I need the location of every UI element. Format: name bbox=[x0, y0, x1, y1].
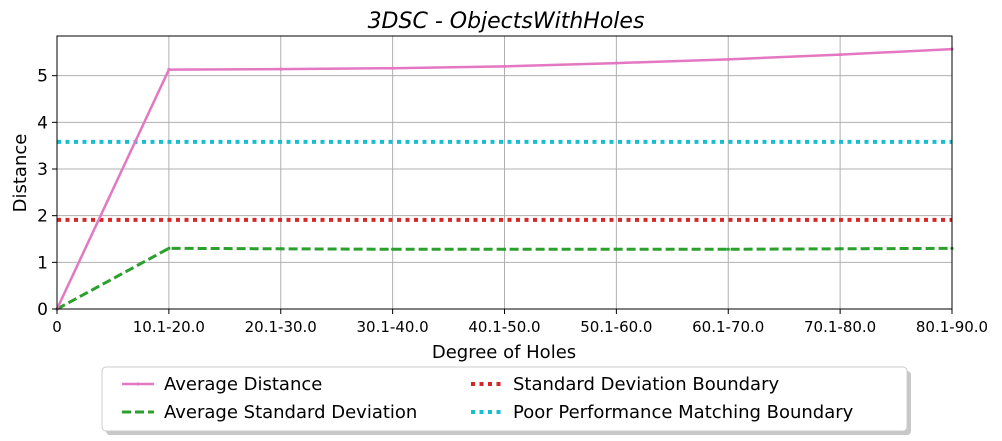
y-tick-label: 3 bbox=[37, 160, 48, 180]
data-point bbox=[726, 247, 730, 251]
legend-label: Average Distance bbox=[164, 374, 322, 395]
y-tick-label: 0 bbox=[37, 300, 48, 320]
data-point bbox=[614, 61, 618, 65]
x-tick-label: 0 bbox=[52, 318, 62, 336]
grid bbox=[56, 36, 953, 310]
data-point bbox=[502, 247, 507, 251]
y-tick-label: 5 bbox=[37, 67, 48, 87]
data-point bbox=[391, 247, 395, 251]
series-layer bbox=[55, 47, 954, 311]
data-point bbox=[838, 53, 842, 57]
x-tick-label: 10.1-20.0 bbox=[133, 318, 205, 336]
y-tick-label: 2 bbox=[37, 207, 48, 227]
legend-label: Standard Deviation Boundary bbox=[513, 374, 779, 395]
legend-box bbox=[101, 366, 908, 432]
legend-marker bbox=[136, 410, 140, 414]
x-axis-label: Degree of Holes bbox=[432, 342, 576, 363]
data-point bbox=[167, 68, 171, 72]
legend: Average Distance Average Standard Deviati… bbox=[101, 366, 911, 435]
data-point bbox=[726, 57, 730, 61]
data-point bbox=[167, 246, 171, 250]
data-point bbox=[279, 67, 283, 71]
y-axis-label: Distance bbox=[10, 134, 31, 213]
legend-label: Poor Performance Matching Boundary bbox=[513, 402, 854, 423]
chart-title: 3DSC - ObjectsWithHoles bbox=[368, 9, 645, 34]
data-point bbox=[279, 247, 283, 251]
data-point bbox=[391, 66, 395, 70]
data-point bbox=[614, 247, 618, 251]
x-axis-ticks: 0 10.1-20.0 20.1-30.0 30.1-40.0 40.1-50.0 50.… bbox=[52, 309, 988, 336]
x-tick-label: 40.1-50.0 bbox=[468, 318, 540, 336]
legend-items: Average Distance Average Standard Deviati… bbox=[122, 374, 854, 423]
data-point bbox=[502, 64, 507, 68]
x-tick-label: 80.1-90.0 bbox=[916, 318, 988, 336]
x-tick-label: 30.1-40.0 bbox=[357, 318, 429, 336]
x-tick-label: 50.1-60.0 bbox=[580, 318, 652, 336]
x-tick-label: 70.1-80.0 bbox=[804, 318, 876, 336]
y-tick-label: 4 bbox=[37, 113, 48, 133]
y-axis-ticks: 0 1 2 3 4 5 bbox=[37, 67, 57, 320]
legend-label: Average Standard Deviation bbox=[164, 402, 417, 423]
legend-marker bbox=[136, 382, 140, 386]
x-tick-label: 20.1-30.0 bbox=[245, 318, 317, 336]
x-tick-label: 60.1-70.0 bbox=[692, 318, 764, 336]
y-tick-label: 1 bbox=[37, 253, 48, 273]
data-point bbox=[838, 247, 842, 251]
